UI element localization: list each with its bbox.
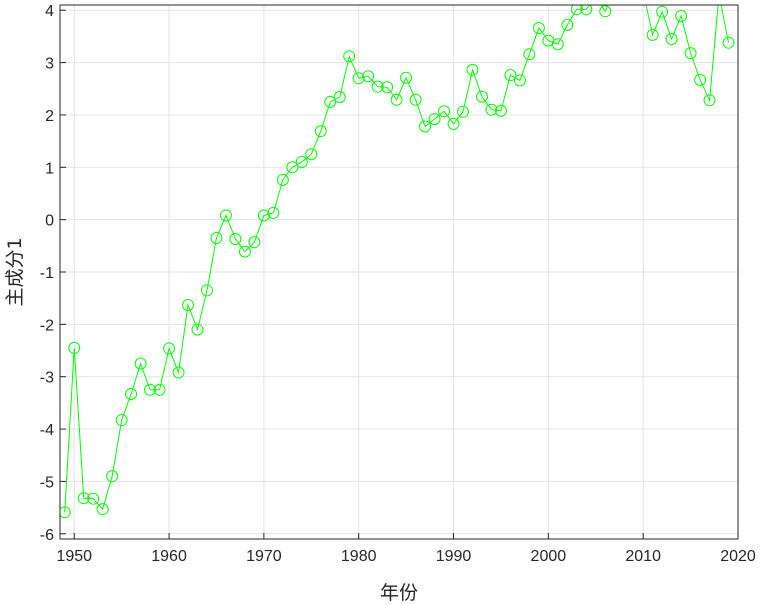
y-tick-label: -2 [40, 317, 54, 334]
data-point [362, 70, 375, 83]
data-point [656, 5, 669, 18]
axis-ticks: 1950 1960 1970 1980 1990 2000 2010 2020 -6 -5 -4 -3… [40, 3, 756, 565]
data-point [409, 93, 422, 106]
data-point [390, 93, 403, 106]
data-point [485, 103, 498, 116]
data-point [182, 298, 195, 311]
data-point [646, 28, 659, 41]
data-point [580, 5, 593, 16]
y-tick-label: 0 [45, 213, 54, 230]
x-tick-label: 1970 [246, 548, 282, 565]
data-point [248, 236, 261, 249]
data-point [475, 90, 488, 103]
data-point [106, 470, 119, 483]
data-point [172, 366, 185, 379]
data-point [295, 156, 308, 169]
data-point [324, 95, 337, 108]
data-point [333, 91, 346, 104]
data-point [134, 357, 147, 370]
data-point [523, 48, 536, 61]
data-point [590, 0, 601, 3]
x-tick-label: 1990 [436, 548, 472, 565]
data-point [314, 125, 327, 138]
data-point [115, 414, 128, 427]
data-point [684, 47, 697, 60]
y-tick-label: -3 [40, 370, 54, 387]
data-point [200, 284, 213, 297]
data-point [210, 231, 223, 244]
data-point [466, 63, 479, 76]
x-tick-label: 2020 [720, 548, 756, 565]
data-point [381, 81, 394, 94]
x-tick-label: 2000 [531, 548, 567, 565]
data-point [532, 22, 545, 35]
data-point [665, 33, 678, 46]
data-point [144, 383, 157, 396]
data-point [219, 209, 232, 222]
data-point [77, 492, 90, 505]
x-tick-label: 1960 [151, 548, 187, 565]
data-point [276, 173, 289, 186]
data-point [438, 105, 451, 118]
data-point [722, 36, 735, 49]
data-point [447, 117, 460, 130]
data-point [343, 50, 356, 63]
data-point [267, 206, 280, 219]
data-point [570, 5, 583, 16]
data-point [457, 105, 470, 118]
data-point [125, 387, 138, 400]
data-point [68, 341, 81, 354]
data-point [428, 113, 441, 126]
y-tick-label: 4 [45, 3, 54, 20]
data-point [191, 323, 204, 336]
y-axis-label: 主成分1 [4, 237, 26, 306]
data-point [400, 71, 413, 84]
y-tick-label: -4 [40, 422, 54, 439]
data-point [599, 5, 612, 18]
x-tick-label: 2010 [625, 548, 661, 565]
y-tick-label: -6 [40, 527, 54, 544]
series-line [64, 5, 730, 513]
data-point [96, 503, 109, 516]
x-tick-label: 1950 [56, 548, 92, 565]
data-point [238, 245, 251, 258]
data-point [87, 492, 100, 505]
data-series [60, 0, 735, 519]
data-point [703, 94, 716, 107]
y-tick-label: 2 [45, 108, 54, 125]
data-point [153, 383, 166, 396]
data-point [371, 80, 384, 93]
data-point [229, 233, 242, 246]
y-tick-label: -1 [40, 265, 54, 282]
data-point [286, 161, 299, 174]
data-point [513, 74, 526, 87]
x-axis-label: 年份 [380, 582, 418, 604]
data-point [257, 209, 270, 222]
data-point [675, 9, 688, 22]
data-point [494, 104, 507, 117]
data-point [694, 73, 707, 86]
data-point [419, 120, 432, 133]
data-point [551, 38, 564, 51]
x-tick-label: 1980 [341, 548, 377, 565]
data-point [561, 18, 574, 31]
y-tick-label: -5 [40, 474, 54, 491]
y-tick-label: 3 [45, 56, 54, 73]
data-point [60, 506, 71, 519]
data-point [504, 69, 517, 82]
data-point [163, 342, 176, 355]
data-point [305, 148, 318, 161]
y-tick-label: 1 [45, 160, 54, 177]
data-point [352, 72, 365, 85]
